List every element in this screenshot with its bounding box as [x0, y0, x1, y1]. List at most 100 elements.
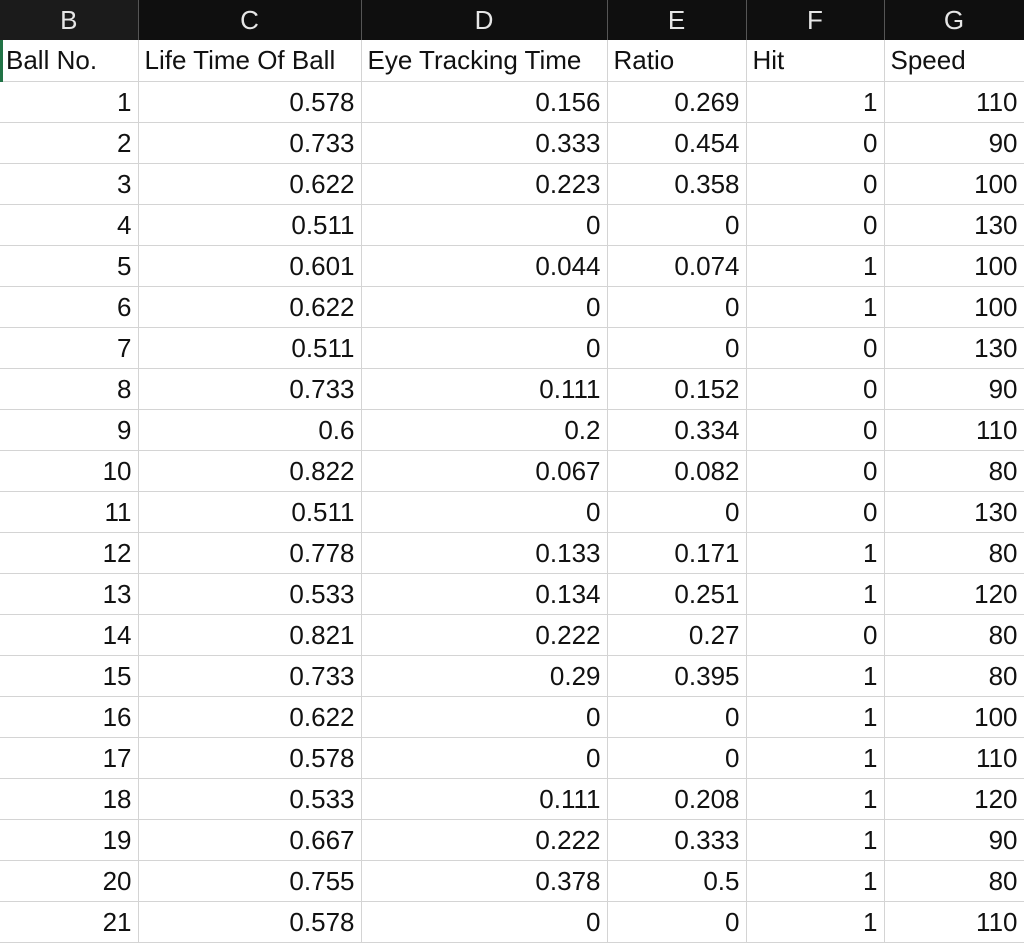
cell-speed[interactable]: 100 — [884, 286, 1024, 328]
cell-life-time[interactable]: 0.601 — [138, 245, 362, 287]
header-cell-speed[interactable]: Speed — [884, 40, 1024, 82]
cell-hit[interactable]: 0 — [746, 368, 885, 410]
cell-ball-no[interactable]: 1 — [0, 81, 139, 123]
cell-ball-no[interactable]: 18 — [0, 778, 139, 820]
cell-ratio[interactable]: 0.5 — [607, 860, 747, 902]
cell-ratio[interactable]: 0 — [607, 204, 747, 246]
cell-eye-tracking[interactable]: 0.111 — [361, 778, 608, 820]
cell-ball-no[interactable]: 8 — [0, 368, 139, 410]
cell-speed[interactable]: 80 — [884, 860, 1024, 902]
cell-eye-tracking[interactable]: 0.222 — [361, 614, 608, 656]
cell-hit[interactable]: 0 — [746, 327, 885, 369]
cell-eye-tracking[interactable]: 0.134 — [361, 573, 608, 615]
cell-ball-no[interactable]: 9 — [0, 409, 139, 451]
cell-speed[interactable]: 110 — [884, 901, 1024, 943]
cell-life-time[interactable]: 0.622 — [138, 696, 362, 738]
cell-hit[interactable]: 1 — [746, 737, 885, 779]
cell-eye-tracking[interactable]: 0.222 — [361, 819, 608, 861]
cell-hit[interactable]: 0 — [746, 122, 885, 164]
cell-ball-no[interactable]: 13 — [0, 573, 139, 615]
column-header-b[interactable]: B — [0, 0, 139, 40]
cell-speed[interactable]: 80 — [884, 532, 1024, 574]
cell-ratio[interactable]: 0.358 — [607, 163, 747, 205]
cell-hit[interactable]: 1 — [746, 655, 885, 697]
cell-ball-no[interactable]: 12 — [0, 532, 139, 574]
cell-speed[interactable]: 110 — [884, 737, 1024, 779]
cell-speed[interactable]: 120 — [884, 573, 1024, 615]
cell-ball-no[interactable]: 6 — [0, 286, 139, 328]
cell-speed[interactable]: 90 — [884, 819, 1024, 861]
cell-ball-no[interactable]: 7 — [0, 327, 139, 369]
cell-eye-tracking[interactable]: 0.111 — [361, 368, 608, 410]
cell-ratio[interactable]: 0.269 — [607, 81, 747, 123]
cell-ratio[interactable]: 0 — [607, 327, 747, 369]
cell-hit[interactable]: 1 — [746, 860, 885, 902]
cell-ratio[interactable]: 0.27 — [607, 614, 747, 656]
cell-hit[interactable]: 1 — [746, 819, 885, 861]
cell-life-time[interactable]: 0.733 — [138, 122, 362, 164]
cell-speed[interactable]: 120 — [884, 778, 1024, 820]
header-cell-life-time[interactable]: Life Time Of Ball — [138, 40, 362, 82]
cell-hit[interactable]: 1 — [746, 696, 885, 738]
cell-ball-no[interactable]: 17 — [0, 737, 139, 779]
cell-life-time[interactable]: 0.578 — [138, 737, 362, 779]
cell-speed[interactable]: 80 — [884, 614, 1024, 656]
cell-ratio[interactable]: 0 — [607, 491, 747, 533]
cell-ball-no[interactable]: 11 — [0, 491, 139, 533]
cell-ball-no[interactable]: 15 — [0, 655, 139, 697]
cell-hit[interactable]: 1 — [746, 778, 885, 820]
cell-hit[interactable]: 0 — [746, 409, 885, 451]
cell-ratio[interactable]: 0 — [607, 737, 747, 779]
cell-life-time[interactable]: 0.822 — [138, 450, 362, 492]
cell-eye-tracking[interactable]: 0 — [361, 901, 608, 943]
cell-eye-tracking[interactable]: 0.156 — [361, 81, 608, 123]
column-header-d[interactable]: D — [361, 0, 608, 40]
cell-speed[interactable]: 90 — [884, 122, 1024, 164]
cell-eye-tracking[interactable]: 0 — [361, 286, 608, 328]
cell-ratio[interactable]: 0 — [607, 286, 747, 328]
cell-eye-tracking[interactable]: 0.29 — [361, 655, 608, 697]
cell-ball-no[interactable]: 10 — [0, 450, 139, 492]
cell-ball-no[interactable]: 5 — [0, 245, 139, 287]
cell-ratio[interactable]: 0.082 — [607, 450, 747, 492]
cell-eye-tracking[interactable]: 0 — [361, 491, 608, 533]
cell-life-time[interactable]: 0.511 — [138, 327, 362, 369]
cell-life-time[interactable]: 0.511 — [138, 204, 362, 246]
cell-ratio[interactable]: 0.454 — [607, 122, 747, 164]
cell-eye-tracking[interactable]: 0.044 — [361, 245, 608, 287]
cell-hit[interactable]: 1 — [746, 573, 885, 615]
cell-life-time[interactable]: 0.578 — [138, 81, 362, 123]
cell-hit[interactable]: 0 — [746, 614, 885, 656]
cell-life-time[interactable]: 0.733 — [138, 655, 362, 697]
cell-eye-tracking[interactable]: 0.333 — [361, 122, 608, 164]
cell-life-time[interactable]: 0.511 — [138, 491, 362, 533]
cell-hit[interactable]: 1 — [746, 245, 885, 287]
cell-ball-no[interactable]: 3 — [0, 163, 139, 205]
column-header-g[interactable]: G — [884, 0, 1024, 40]
cell-speed[interactable]: 100 — [884, 163, 1024, 205]
header-cell-ratio[interactable]: Ratio — [607, 40, 747, 82]
cell-hit[interactable]: 0 — [746, 491, 885, 533]
cell-ratio[interactable]: 0 — [607, 901, 747, 943]
cell-ratio[interactable]: 0.395 — [607, 655, 747, 697]
cell-eye-tracking[interactable]: 0 — [361, 204, 608, 246]
cell-hit[interactable]: 1 — [746, 286, 885, 328]
cell-ratio[interactable]: 0.333 — [607, 819, 747, 861]
cell-speed[interactable]: 130 — [884, 491, 1024, 533]
cell-life-time[interactable]: 0.667 — [138, 819, 362, 861]
cell-speed[interactable]: 130 — [884, 327, 1024, 369]
cell-life-time[interactable]: 0.778 — [138, 532, 362, 574]
cell-speed[interactable]: 130 — [884, 204, 1024, 246]
cell-life-time[interactable]: 0.821 — [138, 614, 362, 656]
cell-ball-no[interactable]: 21 — [0, 901, 139, 943]
cell-eye-tracking[interactable]: 0 — [361, 327, 608, 369]
cell-life-time[interactable]: 0.533 — [138, 778, 362, 820]
cell-ball-no[interactable]: 14 — [0, 614, 139, 656]
cell-hit[interactable]: 1 — [746, 81, 885, 123]
cell-ratio[interactable]: 0.208 — [607, 778, 747, 820]
cell-ball-no[interactable]: 2 — [0, 122, 139, 164]
cell-ratio[interactable]: 0.171 — [607, 532, 747, 574]
cell-life-time[interactable]: 0.622 — [138, 286, 362, 328]
header-cell-hit[interactable]: Hit — [746, 40, 885, 82]
cell-eye-tracking[interactable]: 0.378 — [361, 860, 608, 902]
